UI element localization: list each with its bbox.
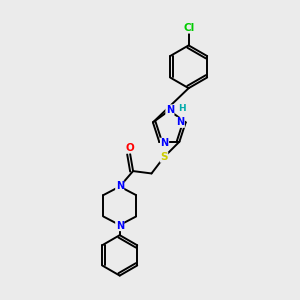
Text: O: O: [126, 143, 134, 153]
Text: N: N: [176, 117, 184, 128]
Text: Cl: Cl: [183, 23, 194, 33]
Text: H: H: [178, 103, 186, 112]
Text: N: N: [116, 220, 124, 231]
Text: S: S: [160, 152, 168, 162]
Text: N: N: [116, 181, 124, 191]
Text: N: N: [166, 105, 174, 115]
Text: N: N: [160, 138, 169, 148]
